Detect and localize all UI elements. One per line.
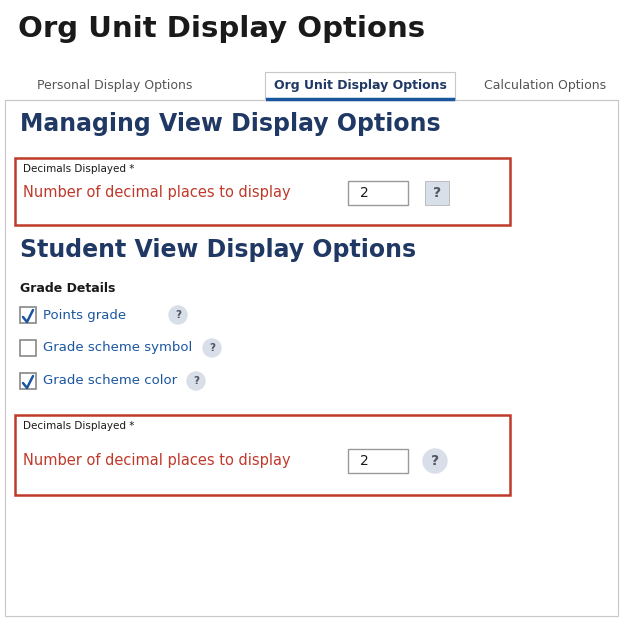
Text: Grade scheme color: Grade scheme color (43, 374, 177, 388)
Text: Calculation Options: Calculation Options (484, 79, 606, 92)
Text: Decimals Displayed *: Decimals Displayed * (23, 164, 135, 174)
Text: Grade scheme symbol: Grade scheme symbol (43, 341, 193, 354)
Text: 2: 2 (360, 454, 369, 468)
Bar (15, 415, 510, 495)
Text: Points grade: Points grade (43, 308, 126, 321)
Circle shape (423, 449, 447, 473)
Bar (348, 181, 408, 205)
Circle shape (203, 339, 221, 357)
Bar (20, 307, 36, 323)
Text: ?: ? (431, 454, 439, 468)
Bar (265, 72, 455, 100)
Text: ?: ? (433, 186, 441, 200)
Text: Grade Details: Grade Details (20, 282, 115, 295)
Text: ?: ? (193, 376, 199, 386)
Text: ?: ? (175, 310, 181, 320)
Text: Number of decimal places to display: Number of decimal places to display (23, 452, 290, 467)
Bar (20, 373, 36, 389)
Text: Decimals Displayed *: Decimals Displayed * (23, 421, 135, 431)
Text: 2: 2 (360, 186, 369, 200)
Text: Number of decimal places to display: Number of decimal places to display (23, 185, 290, 200)
Text: ?: ? (209, 343, 215, 353)
Bar (425, 181, 449, 205)
Bar (15, 158, 510, 225)
Text: Student View Display Options: Student View Display Options (20, 238, 416, 262)
Circle shape (187, 372, 205, 390)
Bar (20, 340, 36, 356)
Text: Org Unit Display Options: Org Unit Display Options (273, 79, 447, 92)
Bar (348, 449, 408, 473)
Text: Org Unit Display Options: Org Unit Display Options (18, 15, 425, 43)
Bar (5, 100, 618, 616)
Circle shape (169, 306, 187, 324)
Text: Managing View Display Options: Managing View Display Options (20, 112, 440, 136)
Text: Personal Display Options: Personal Display Options (37, 79, 193, 92)
